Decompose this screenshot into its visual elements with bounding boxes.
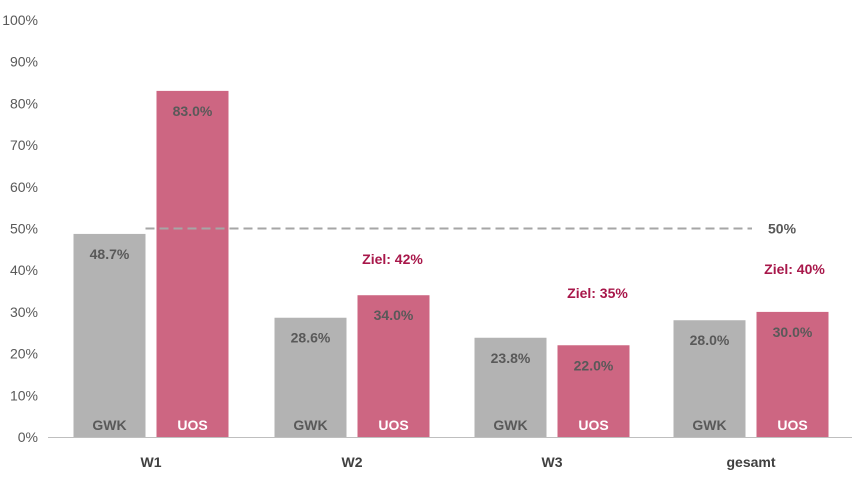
target-labels: Ziel: 42% Ziel: 35% Ziel: 40% — [362, 251, 825, 301]
y-tick-label: 60% — [10, 179, 38, 195]
bar-value-label: 83.0% — [173, 103, 213, 119]
y-axis-ticks: 0% 10% 20% 30% 40% 50% 60% 70% 80% 90% 100% — [2, 12, 38, 445]
y-tick-label: 90% — [10, 54, 38, 70]
y-tick-label: 0% — [18, 429, 38, 445]
bar-uos-w3 — [557, 345, 630, 437]
bar-uos-w2 — [357, 295, 430, 437]
series-name-label: UOS — [378, 417, 408, 433]
series-name-label: GWK — [293, 417, 327, 433]
x-category-label: W3 — [542, 454, 563, 470]
bar-value-label: 34.0% — [374, 307, 414, 323]
x-category-label: W1 — [141, 454, 162, 470]
y-tick-label: 100% — [2, 12, 38, 28]
y-tick-label: 20% — [10, 346, 38, 362]
bar-value-label: 22.0% — [574, 357, 614, 373]
target-label: Ziel: 42% — [362, 251, 423, 267]
bar-value-label: 48.7% — [90, 246, 130, 262]
y-tick-label: 30% — [10, 304, 38, 320]
x-axis-labels: W1 W2 W3 gesamt — [141, 454, 776, 470]
target-label: Ziel: 35% — [567, 285, 628, 301]
y-tick-label: 50% — [10, 221, 38, 237]
series-name-label: GWK — [493, 417, 527, 433]
x-category-label: W2 — [342, 454, 363, 470]
bar-value-label: 28.6% — [291, 330, 331, 346]
series-name-label: GWK — [92, 417, 126, 433]
bar-gwk-w1 — [73, 233, 146, 437]
series-name-label: UOS — [578, 417, 608, 433]
y-tick-label: 70% — [10, 137, 38, 153]
bar-gwk-w2 — [274, 317, 347, 437]
reference-line-label: 50% — [768, 221, 797, 237]
bar-gwk-w3 — [474, 337, 547, 437]
series-name-label: GWK — [692, 417, 726, 433]
y-tick-label: 80% — [10, 95, 38, 111]
series-name-label: UOS — [177, 417, 207, 433]
target-label: Ziel: 40% — [764, 261, 825, 277]
x-category-label: gesamt — [726, 454, 775, 470]
bar-value-label: 28.0% — [690, 332, 730, 348]
bar-value-label: 23.8% — [491, 350, 531, 366]
bar-gwk-gesamt — [673, 320, 746, 437]
bar-value-labels: 48.7% 83.0% 28.6% 34.0% 23.8% 22.0% 28.0% 30.0% — [90, 103, 813, 373]
bars — [73, 90, 829, 437]
series-tags: GWK UOS GWK UOS GWK UOS GWK UOS — [92, 417, 807, 433]
y-tick-label: 10% — [10, 387, 38, 403]
bar-uos-gesamt — [756, 311, 829, 437]
reference-line-group: 50% — [145, 221, 797, 237]
series-name-label: UOS — [777, 417, 807, 433]
y-tick-label: 40% — [10, 262, 38, 278]
bar-value-label: 30.0% — [773, 324, 813, 340]
bar-uos-w1 — [156, 90, 229, 437]
